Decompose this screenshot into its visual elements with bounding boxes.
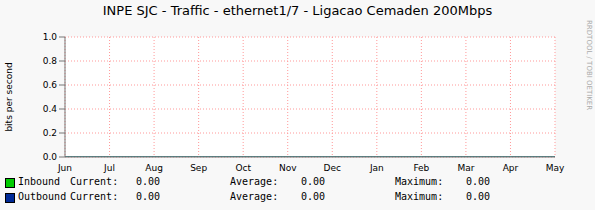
svg-text:0.8: 0.8 [43, 56, 58, 66]
html-text:0.00: 0.00 [465, 176, 490, 187]
svg-text:Feb: Feb [413, 163, 429, 173]
html-text:Maximum:: Maximum: [395, 191, 444, 202]
svg-text:Nov: Nov [279, 163, 297, 173]
html-text:INPE SJC - Traffic - ethernet1: INPE SJC - Traffic - ethernet1/7 - Ligac… [102, 3, 493, 18]
svg-text:Oct: Oct [235, 163, 251, 173]
svg-text:Dec: Dec [324, 163, 341, 173]
svg-text:Mar: Mar [457, 163, 474, 173]
svg-text:0.0: 0.0 [43, 152, 58, 162]
svg-text:0.2: 0.2 [43, 128, 57, 138]
svg-text:0.6: 0.6 [43, 80, 58, 90]
svg-text:Jan: Jan [369, 163, 384, 173]
svg-text:Aug: Aug [145, 163, 163, 173]
svg-text:0.4: 0.4 [43, 104, 58, 114]
html-text:0.00: 0.00 [300, 176, 325, 187]
html-text:0.00: 0.00 [135, 176, 160, 187]
html-text:Inbound: Inbound [18, 176, 61, 187]
html-text:Maximum:: Maximum: [395, 176, 444, 187]
html-text:bits per second: bits per second [4, 62, 14, 132]
svg-text:Jul: Jul [103, 163, 115, 173]
svg-text:Sep: Sep [190, 163, 207, 173]
svg-text:Apr: Apr [503, 163, 519, 173]
html-text:Average:: Average: [230, 176, 279, 187]
svg-text:1.0: 1.0 [43, 32, 58, 42]
html-text:0.00: 0.00 [300, 191, 325, 202]
html-text:Current:: Current: [70, 176, 119, 187]
html-text:0.00: 0.00 [465, 191, 490, 202]
html-text:Average:: Average: [230, 191, 279, 202]
svg-text:Jun: Jun [57, 163, 72, 173]
html-text:RRDTOOL / TOBI OETIKER: RRDTOOL / TOBI OETIKER [585, 20, 593, 111]
html-text:Outbound Current:: Outbound Current: [18, 191, 119, 202]
svg-text:May: May [546, 163, 565, 173]
html-text:0.00: 0.00 [135, 191, 160, 202]
